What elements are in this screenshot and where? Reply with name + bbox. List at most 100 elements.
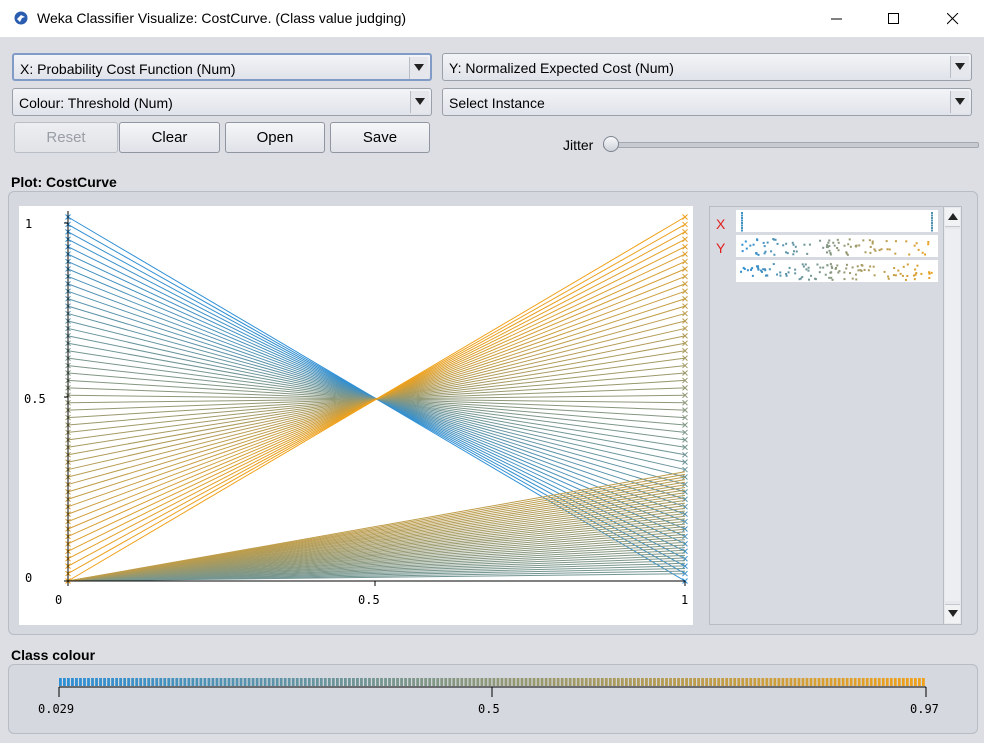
attribute-scrollbar[interactable] [943, 206, 962, 625]
y-axis-select-label: Y: Normalized Expected Cost (Num) [449, 60, 674, 76]
legend-color-segment [729, 678, 733, 686]
attribute-dot [749, 268, 752, 271]
attribute-dot [755, 252, 758, 255]
legend-color-segment [568, 678, 572, 686]
open-button[interactable]: Open [225, 122, 325, 153]
attribute-dot [931, 224, 933, 227]
attribute-dot [830, 271, 833, 274]
attribute-dot [763, 245, 766, 248]
clear-button[interactable]: Clear [119, 122, 220, 153]
legend-color-segment [456, 678, 460, 686]
attribute-dot [788, 266, 791, 269]
legend-color-segment [921, 678, 925, 686]
attribute-bar-3[interactable] [736, 260, 938, 282]
attribute-dot [905, 240, 908, 243]
legend-color-segment [532, 678, 536, 686]
scroll-up-button[interactable] [945, 208, 960, 227]
legend-color-segment [641, 678, 644, 686]
attribute-dot [871, 240, 874, 243]
legend-color-segment [243, 678, 247, 686]
reset-button[interactable]: Reset [14, 122, 118, 153]
legend-color-segment [749, 678, 753, 686]
weka-bird-icon [14, 11, 28, 25]
attribute-dot [787, 271, 790, 274]
attribute-dot [829, 253, 832, 256]
legend-color-segment [801, 678, 805, 686]
colour-select[interactable]: Colour: Threshold (Num) [12, 88, 432, 116]
attribute-dot [931, 229, 933, 232]
legend-color-segment [721, 678, 725, 686]
attribute-dot [908, 253, 911, 256]
legend-color-segment [71, 678, 74, 686]
legend-color-segment [785, 678, 789, 686]
legend-color-segment [909, 678, 913, 686]
legend-color-segment [127, 678, 131, 686]
legend-color-segment [524, 678, 528, 686]
legend-min-label: 0.029 [38, 702, 74, 716]
legend-color-segment [235, 678, 239, 686]
attribute-dot [828, 276, 831, 279]
attribute-dot [924, 253, 927, 256]
legend-color-segment [516, 678, 520, 686]
attribute-dot [742, 266, 745, 269]
attribute-dot [894, 240, 897, 243]
legend-color-segment [833, 678, 837, 686]
title-bar: Weka Classifier Visualize: CostCurve. (C… [0, 0, 984, 37]
legend-color-segment [849, 678, 853, 686]
legend-color-segment [335, 678, 339, 686]
jitter-slider-thumb[interactable] [603, 136, 619, 152]
attribute-dot [836, 264, 839, 267]
maximize-button[interactable] [871, 0, 917, 37]
cost-curve-plot[interactable]: 1 0.5 0 0 0.5 1 [19, 206, 693, 625]
attribute-dot [914, 268, 917, 271]
save-button[interactable]: Save [330, 122, 430, 153]
scroll-thumb[interactable] [945, 229, 960, 601]
attribute-dot [822, 246, 825, 249]
legend-color-segment [315, 678, 319, 686]
legend-color-segment [628, 678, 632, 686]
attribute-bar-2[interactable] [736, 235, 938, 257]
jitter-slider[interactable] [603, 136, 979, 152]
attribute-dot [864, 251, 867, 254]
close-button[interactable] [930, 0, 976, 37]
legend-color-segment [580, 678, 584, 686]
y-axis-select[interactable]: Y: Normalized Expected Cost (Num) [442, 53, 972, 81]
legend-color-segment [207, 678, 211, 686]
legend-color-segment [837, 678, 841, 686]
legend-color-segment [287, 678, 291, 686]
scroll-down-button[interactable] [945, 604, 960, 623]
attribute-dot [805, 268, 808, 271]
attribute-dot [845, 251, 848, 254]
legend-color-segment [813, 678, 817, 686]
legend-color-segment [725, 678, 729, 686]
data-point-marker [682, 422, 688, 428]
data-point-marker [682, 385, 688, 391]
attribute-dot [897, 269, 900, 272]
attribute-bar-1[interactable] [736, 210, 938, 232]
x-axis-select[interactable]: X: Probability Cost Function (Num) [12, 53, 432, 81]
legend-color-segment [600, 678, 604, 686]
attribute-dot [764, 250, 767, 253]
legend-color-segment [693, 678, 697, 686]
class-colour-label: Class colour [11, 647, 96, 663]
attribute-dot [834, 267, 837, 270]
x-marker: X [716, 216, 726, 232]
attribute-dot [871, 242, 874, 245]
legend-color-segment [556, 678, 560, 686]
legend-color-segment [331, 678, 335, 686]
legend-color-segment [251, 678, 255, 686]
attribute-dot [759, 269, 762, 272]
legend-color-segment [620, 678, 624, 686]
attribute-dot [920, 272, 923, 275]
legend-color-segment [79, 678, 82, 686]
legend-color-segment [825, 678, 829, 686]
attribute-dot [887, 277, 890, 280]
attribute-dot [831, 278, 834, 281]
legend-color-segment [765, 678, 769, 686]
minimize-button[interactable] [814, 0, 860, 37]
legend-color-segment [653, 678, 656, 686]
legend-color-segment [797, 678, 801, 686]
legend-color-segment [111, 678, 114, 686]
legend-color-segment [352, 678, 355, 686]
instance-select[interactable]: Select Instance [442, 88, 972, 116]
